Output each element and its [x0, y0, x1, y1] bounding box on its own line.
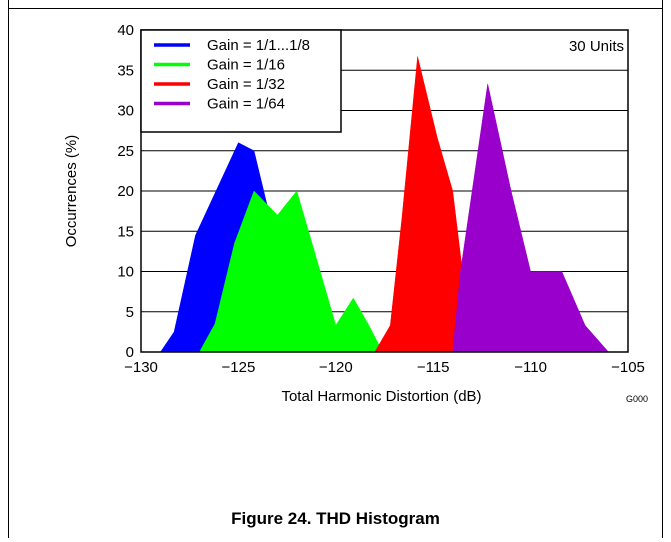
- y-tick-label: 0: [126, 344, 134, 361]
- right-frame-border: [662, 8, 663, 538]
- y-tick-label: 25: [117, 143, 134, 160]
- legend-box: [140, 29, 342, 133]
- left-frame-border: [8, 8, 9, 538]
- legend-label: Gain = 1/1...1/8: [207, 37, 310, 54]
- x-tick-label: −120: [319, 359, 353, 376]
- x-tick-label: −125: [222, 359, 256, 376]
- y-tick-label: 5: [126, 304, 134, 321]
- y-tick-label: 40: [117, 22, 134, 39]
- series-areas: [160, 56, 610, 353]
- y-tick-label: 15: [117, 223, 134, 240]
- x-tick-label: −130: [124, 359, 158, 376]
- legend-label: Gain = 1/16: [207, 57, 285, 74]
- legend: Gain = 1/1...1/8 Gain = 1/16 Gain = 1/32 Ga…: [140, 29, 342, 133]
- x-tick-label: −115: [417, 359, 450, 376]
- figure-caption: Figure 24. THD Histogram: [231, 509, 440, 528]
- y-tick-label: 20: [117, 183, 134, 200]
- x-tick-label: −105: [611, 359, 645, 376]
- y-tick-label: 35: [117, 62, 134, 79]
- y-tick-label: 10: [117, 264, 134, 281]
- x-tick-label: −110: [514, 359, 547, 376]
- legend-label: Gain = 1/32: [207, 76, 285, 93]
- axis-ticks: 0 5 10 15 20 25 30 35 40 −130 −125 −120 −115 −110 −105: [117, 22, 645, 376]
- units-annotation: 30 Units: [569, 38, 624, 55]
- thd-histogram-chart: 0 5 10 15 20 25 30 35 40 −130 −125 −120 −115 −110 −105…: [63, 22, 648, 405]
- legend-label: Gain = 1/64: [207, 96, 285, 113]
- figure-code: G000: [626, 394, 648, 404]
- series-area-4: [452, 83, 610, 353]
- series-area-2: [198, 190, 384, 353]
- y-tick-label: 30: [117, 103, 134, 120]
- top-frame: [8, 0, 663, 9]
- x-axis-label: Total Harmonic Distortion (dB): [281, 388, 481, 405]
- y-axis-label: Occurrences (%): [63, 135, 80, 248]
- plot-frame: [140, 29, 629, 353]
